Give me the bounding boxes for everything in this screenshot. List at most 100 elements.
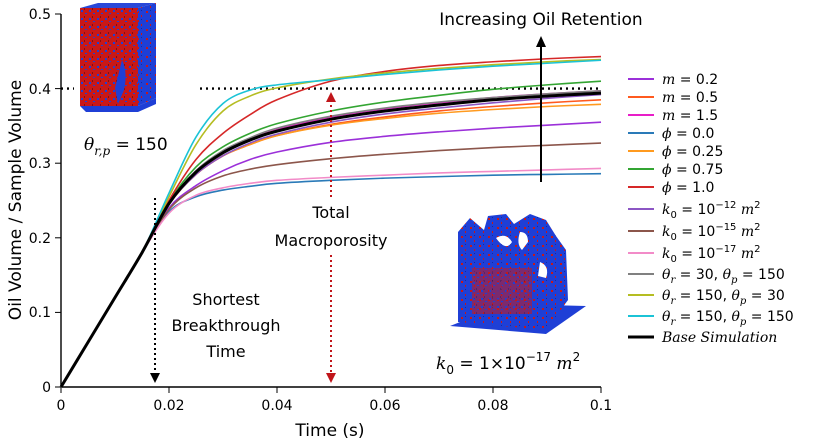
- legend-unit-exp: 2: [754, 244, 760, 255]
- cube-front-face: [80, 8, 138, 106]
- oil-phase: [472, 268, 532, 314]
- legend-item-theta-30-150: θr = 30, θp = 150: [628, 267, 785, 286]
- y-tick-label: 0.5: [29, 7, 51, 23]
- cube-base: [80, 98, 156, 112]
- legend-var: k: [662, 246, 670, 262]
- legend-value: = 150,: [675, 309, 731, 325]
- macroporosity-label-line2: Macroporosity: [275, 231, 388, 250]
- y-tick-label: 0.4: [29, 82, 51, 98]
- legend-item-phi-1.0: ϕ = 1.0: [628, 180, 714, 196]
- k-unit-exponent: 2: [573, 350, 581, 364]
- y-axis-label: Oil Volume / Sample Volume: [6, 80, 26, 320]
- macroporosity-arrow-head-up: [326, 92, 336, 102]
- legend-sub: r: [670, 296, 676, 307]
- legend-var: k: [662, 224, 670, 240]
- y-tick-label: 0.3: [29, 156, 51, 172]
- series-line-base-simulation: [59, 91, 602, 388]
- legend-sub: p: [740, 296, 747, 307]
- y-tick-label: 0.1: [29, 305, 51, 321]
- legend-item-k0-1e-15: k0 = 10−15 m2: [628, 222, 761, 243]
- legend-var: ϕ: [662, 162, 672, 178]
- legend-var: θ: [662, 309, 671, 325]
- legend-label: ϕ = 0.75: [662, 162, 723, 178]
- x-tick-label: 0.1: [590, 398, 612, 414]
- y-ticks: 0 0.1 0.2 0.3 0.4 0.5: [29, 7, 61, 396]
- legend-eq: = 10: [677, 246, 715, 262]
- legend-item-base-simulation: Base Simulation: [628, 330, 777, 346]
- legend-unit: m: [736, 246, 754, 262]
- legend-sub: r: [670, 317, 676, 328]
- legend-eq: = 10: [677, 224, 715, 240]
- legend-label: Base Simulation: [661, 330, 777, 346]
- x-tick-label: 0.04: [261, 398, 292, 414]
- legend-var: m: [662, 72, 675, 88]
- legend-label: k0 = 10−12 m2: [662, 200, 761, 221]
- legend-unit: m: [736, 224, 754, 240]
- series-layer: [59, 55, 602, 388]
- legend-var: k: [662, 202, 670, 218]
- legend-var: θ: [662, 267, 671, 283]
- k-symbol: k: [436, 354, 446, 374]
- top-image-label: θr,p = 150: [84, 135, 168, 158]
- legend-unit-exp: 2: [754, 222, 760, 233]
- theta-symbol: θ: [84, 135, 94, 155]
- pore-channel: [115, 60, 126, 104]
- legend-value: = 150,: [675, 288, 731, 304]
- cube-top-face: [80, 3, 156, 8]
- legend-var: ϕ: [662, 180, 672, 196]
- increasing-retention-label: Increasing Oil Retention: [439, 10, 642, 30]
- legend-label: ϕ = 0.25: [662, 144, 723, 160]
- legend-exp: −15: [715, 222, 736, 233]
- top-image-value: = 150: [110, 135, 168, 155]
- legend-item-m-0.2: m = 0.2: [628, 72, 718, 88]
- y-tick-label: 0: [42, 380, 51, 396]
- legend-label: m = 0.5: [662, 90, 718, 106]
- legend-item-k0-1e-17: k0 = 10−17 m2: [628, 244, 761, 265]
- legend-value: = 0.5: [675, 90, 718, 106]
- k-equals: = 1×10: [454, 354, 526, 374]
- legend-item-phi-0.25: ϕ = 0.25: [628, 144, 723, 160]
- legend-label: θr = 30, θp = 150: [662, 267, 785, 286]
- cube-side-face: [138, 3, 156, 106]
- legend-label: ϕ = 0.0: [662, 126, 714, 142]
- k-exponent: −17: [526, 350, 551, 364]
- legend-label: k0 = 10−15 m2: [662, 222, 761, 243]
- legend-value: = 30: [746, 288, 784, 304]
- legend-var: θ: [731, 288, 740, 304]
- k-unit: m: [551, 354, 573, 374]
- legend-sub: p: [740, 317, 747, 328]
- legend-value: = 150: [746, 309, 793, 325]
- legend-unit: m: [736, 202, 754, 218]
- legend-var: m: [662, 90, 675, 106]
- macroporosity-label-bg: [258, 200, 408, 252]
- legend-item-m-1.5: m = 1.5: [628, 108, 718, 124]
- legend-item-theta-150-30: θr = 150, θp = 30: [628, 288, 785, 307]
- legend-var: θ: [723, 267, 732, 283]
- legend-sub: p: [731, 275, 738, 286]
- legend-value: = 0.0: [672, 126, 715, 142]
- legend-item-m-0.5: m = 0.5: [628, 90, 718, 106]
- legend-value: = 150: [737, 267, 784, 283]
- pore-structure-image-top: [80, 3, 156, 112]
- breakthrough-label-line2: Breakthrough: [172, 316, 281, 335]
- legend-label: θr = 150, θp = 150: [662, 309, 794, 328]
- breakthrough-label-line3: Time: [205, 342, 245, 361]
- legend-exp: −17: [715, 244, 736, 255]
- x-tick-label: 0.08: [477, 398, 508, 414]
- legend-var: θ: [662, 288, 671, 304]
- legend-var: ϕ: [662, 144, 672, 160]
- bottom-image-label: k0 = 1×10−17 m2: [436, 350, 580, 377]
- pore-gap: [538, 262, 548, 278]
- legend-eq: = 10: [677, 202, 715, 218]
- legend-unit-exp: 2: [754, 200, 760, 211]
- legend-exp: −12: [715, 200, 736, 211]
- legend-value: = 30,: [675, 267, 722, 283]
- legend-sub: 0: [670, 254, 676, 265]
- legend-item-phi-0.0: ϕ = 0.0: [628, 126, 714, 142]
- legend-label: θr = 150, θp = 30: [662, 288, 785, 307]
- macroporosity-arrow-head-down: [326, 373, 336, 383]
- x-tick-label: 0: [57, 398, 66, 414]
- legend-value: = 0.75: [672, 162, 724, 178]
- legend-value: = 1.0: [672, 180, 715, 196]
- legend-label: ϕ = 1.0: [662, 180, 714, 196]
